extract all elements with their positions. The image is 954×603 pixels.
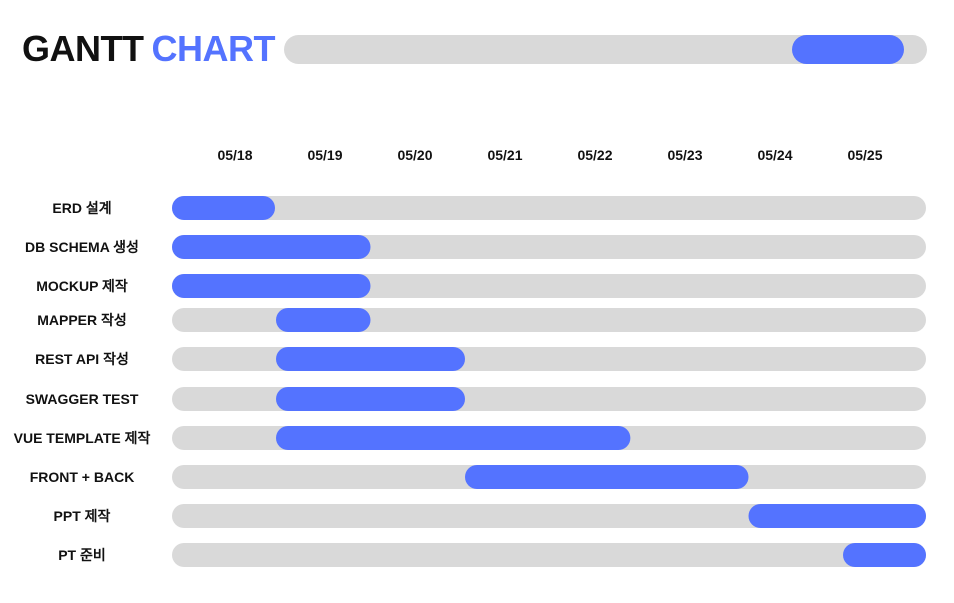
task-bar bbox=[172, 196, 275, 220]
task-track bbox=[172, 543, 926, 567]
chart-title: GANTT CHART bbox=[22, 26, 275, 72]
task-bar bbox=[748, 504, 926, 528]
date-label: 05/21 bbox=[487, 147, 522, 163]
date-label: 05/25 bbox=[847, 147, 882, 163]
header-progress-fill bbox=[791, 35, 905, 64]
task-label: ERD 설계 bbox=[52, 200, 111, 216]
date-label: 05/20 bbox=[397, 147, 432, 163]
title-accent: CHART bbox=[151, 28, 275, 69]
task-bar bbox=[276, 387, 465, 411]
header-progress-track bbox=[284, 35, 927, 64]
task-label: PT 준비 bbox=[58, 547, 106, 563]
task-label: FRONT + BACK bbox=[30, 469, 135, 485]
date-label: 05/22 bbox=[577, 147, 612, 163]
task-label: PPT 제작 bbox=[54, 508, 111, 524]
task-bar bbox=[172, 274, 371, 298]
task-label: SWAGGER TEST bbox=[26, 391, 139, 407]
date-label: 05/24 bbox=[757, 147, 792, 163]
task-label: REST API 작성 bbox=[35, 351, 129, 367]
title-main: GANTT bbox=[22, 28, 144, 69]
task-bar bbox=[276, 347, 465, 371]
task-bar bbox=[276, 308, 371, 332]
task-bar bbox=[172, 235, 371, 259]
task-label: DB SCHEMA 생성 bbox=[25, 239, 139, 255]
task-track bbox=[172, 504, 926, 528]
task-bar bbox=[465, 465, 749, 489]
date-label: 05/19 bbox=[307, 147, 342, 163]
date-label: 05/18 bbox=[217, 147, 252, 163]
task-label: MAPPER 작성 bbox=[37, 312, 127, 328]
task-label: VUE TEMPLATE 제작 bbox=[14, 430, 151, 446]
task-label: MOCKUP 제작 bbox=[36, 278, 128, 294]
task-bar bbox=[843, 543, 926, 567]
date-label: 05/23 bbox=[667, 147, 702, 163]
task-track bbox=[172, 196, 926, 220]
task-bar bbox=[276, 426, 631, 450]
